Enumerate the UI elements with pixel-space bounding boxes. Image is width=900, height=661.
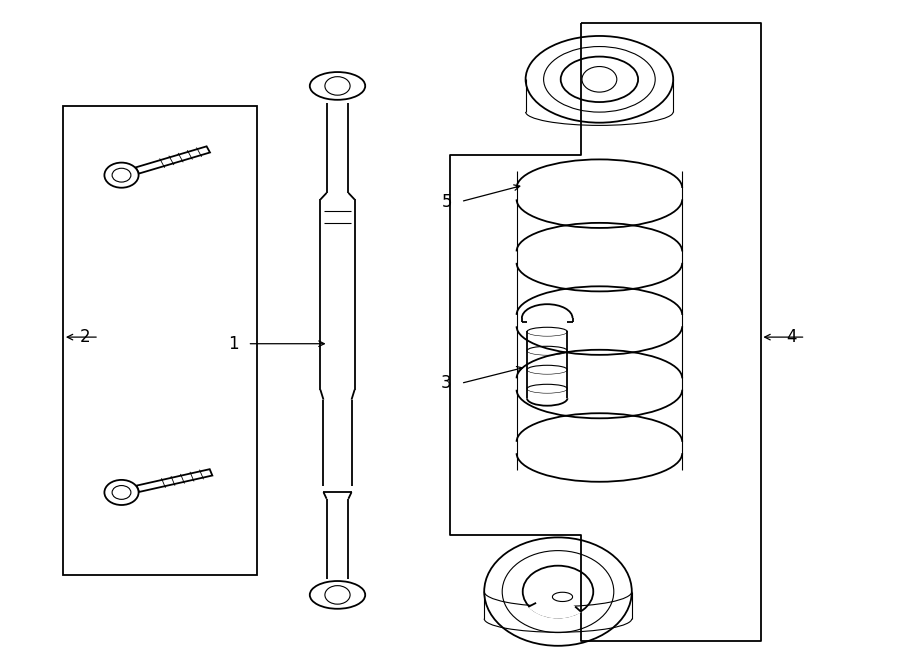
Text: 1: 1: [228, 334, 238, 353]
Circle shape: [112, 486, 130, 499]
Text: 3: 3: [441, 374, 452, 393]
Polygon shape: [137, 469, 212, 492]
Circle shape: [523, 566, 593, 617]
Bar: [63, 106, 256, 575]
Text: 4: 4: [786, 328, 796, 346]
Circle shape: [325, 77, 350, 95]
Text: 5: 5: [441, 192, 452, 211]
Wedge shape: [528, 592, 581, 619]
Circle shape: [104, 480, 139, 505]
Polygon shape: [136, 146, 210, 174]
Text: 2: 2: [79, 328, 90, 346]
Circle shape: [502, 551, 614, 633]
Circle shape: [104, 163, 139, 188]
Circle shape: [582, 67, 617, 92]
Circle shape: [325, 586, 350, 604]
Circle shape: [484, 537, 632, 646]
Circle shape: [112, 169, 130, 182]
